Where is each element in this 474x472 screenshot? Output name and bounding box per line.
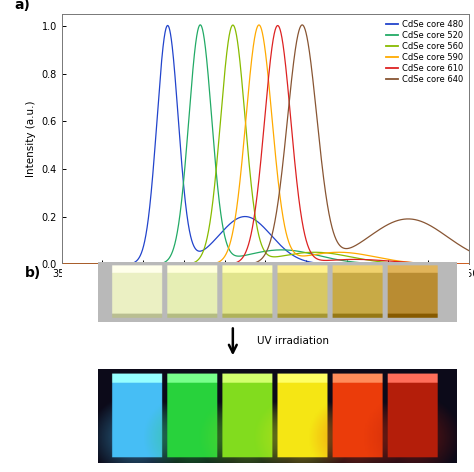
Legend: CdSe core 480, CdSe core 520, CdSe core 560, CdSe core 590, CdSe core 610, CdSe : CdSe core 480, CdSe core 520, CdSe core … (384, 18, 465, 86)
Text: b): b) (25, 266, 41, 280)
X-axis label: wavelength (nm): wavelength (nm) (221, 285, 310, 295)
Text: a): a) (15, 0, 31, 12)
Text: UV irradiation: UV irradiation (257, 337, 329, 346)
Y-axis label: Intensity (a.u.): Intensity (a.u.) (26, 101, 36, 177)
